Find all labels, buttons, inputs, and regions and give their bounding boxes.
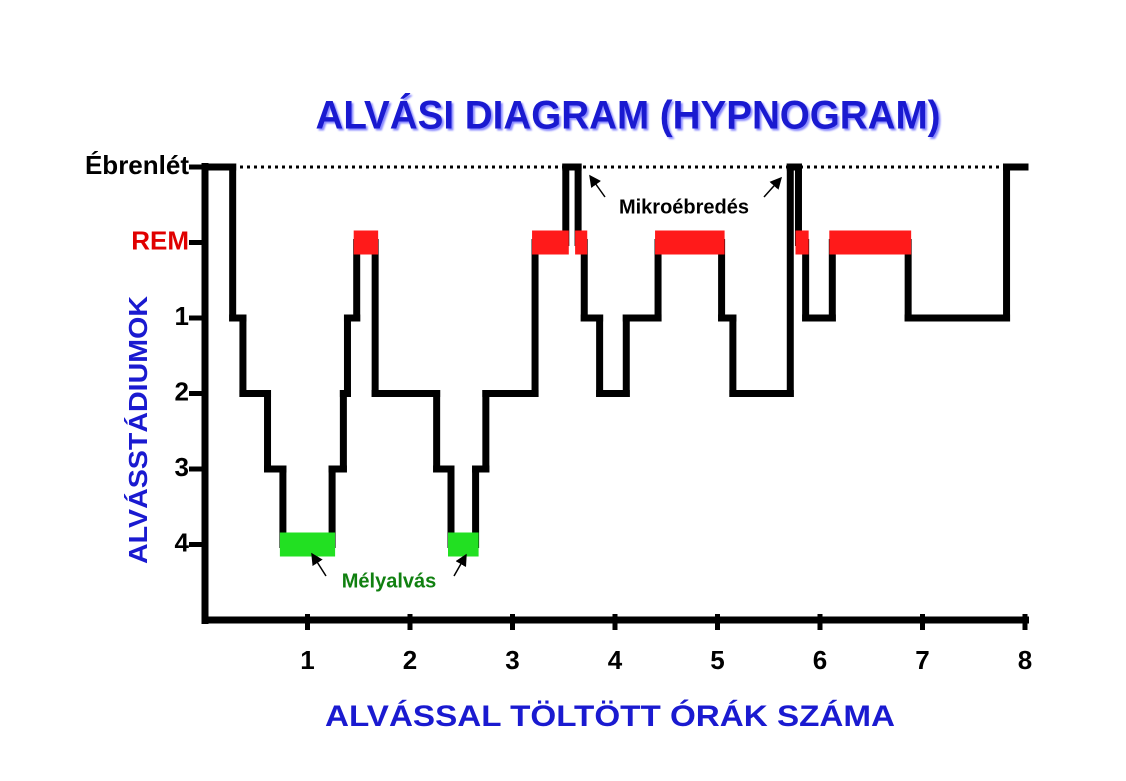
y-axis-label: ALVÁSSTÁDIUMOK [123,296,153,564]
x-tick-label: 2 [403,645,417,675]
rem-segment [532,230,569,255]
x-tick-label: 6 [813,645,827,675]
rem-segment [575,230,588,255]
deep-sleep-segment [279,532,336,557]
arrow [763,176,783,198]
x-axis-label: ALVÁSSAL TÖLTÖTT ÓRÁK SZÁMA [325,699,895,733]
x-tick-label: 8 [1018,645,1032,675]
rem-segment [353,230,379,255]
rem-segment [655,230,725,255]
y-tick-label: 2 [175,376,189,406]
rem-segment [795,230,809,255]
y-tick-label: 1 [175,301,189,331]
y-tick-label: Ébrenlét [85,150,189,180]
y-tick-label: 4 [175,527,190,557]
x-tick-label: 4 [608,645,623,675]
x-tick-label: 5 [710,645,724,675]
chart-title: ALVÁSI DIAGRAM (HYPNOGRAM) [316,93,941,138]
y-tick-label: 3 [175,452,189,482]
rem-segment [829,230,912,255]
annotation: Mikroébredés [619,196,749,218]
plot: Ébrenlét REM 1 2 3 4 1 2 3 4 5 6 7 8 [85,150,1032,675]
y-tick-label: REM [131,225,189,255]
x-tick-label: 3 [505,645,519,675]
x-tick-label: 1 [300,645,314,675]
arrow [589,174,606,198]
x-tick-label: 7 [915,645,929,675]
deep-sleep-segment [448,532,479,557]
arrow [453,553,467,577]
annotation: Mélyalvás [342,570,437,592]
arrow [311,552,327,577]
